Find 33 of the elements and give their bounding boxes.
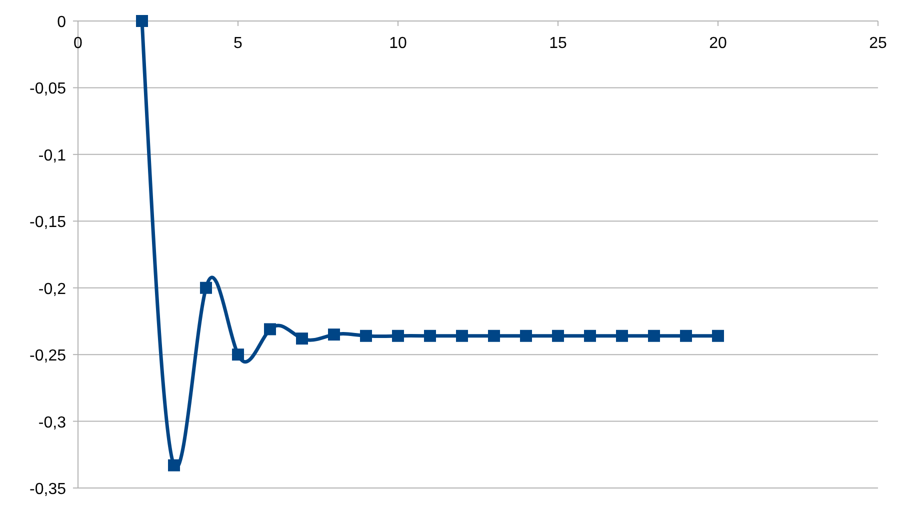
x-tick-label: 20 <box>709 35 727 52</box>
x-tick-label: 15 <box>549 35 567 52</box>
point <box>680 330 692 342</box>
y-tick-label: -0,25 <box>30 348 66 365</box>
point <box>328 328 340 341</box>
point <box>232 348 244 361</box>
y-tick-label: -0,1 <box>38 147 66 164</box>
x-tick-label: 10 <box>389 35 407 52</box>
point <box>392 330 404 342</box>
point <box>552 330 564 342</box>
y-tick-label: -0,2 <box>38 280 66 298</box>
y-tick-label: -0,3 <box>38 414 66 432</box>
point <box>424 330 436 342</box>
x-tick-label: 5 <box>234 35 243 52</box>
point <box>360 330 372 342</box>
y-tick-label: -0,15 <box>30 214 66 232</box>
y-tick-label: -0,35 <box>30 481 66 498</box>
point <box>584 330 596 342</box>
point <box>488 330 500 342</box>
point <box>264 323 276 336</box>
point <box>200 282 212 294</box>
x-tick-label: 25 <box>869 35 887 52</box>
point <box>712 330 724 342</box>
point <box>648 330 660 342</box>
x-tick-label: 0 <box>74 35 83 52</box>
point <box>616 330 628 342</box>
point <box>520 330 532 342</box>
point <box>296 332 308 345</box>
y-tick-label: 0 <box>57 14 66 31</box>
point <box>136 15 148 27</box>
point <box>168 459 180 472</box>
y-tick-label: -0,05 <box>30 80 66 98</box>
point <box>456 330 468 342</box>
